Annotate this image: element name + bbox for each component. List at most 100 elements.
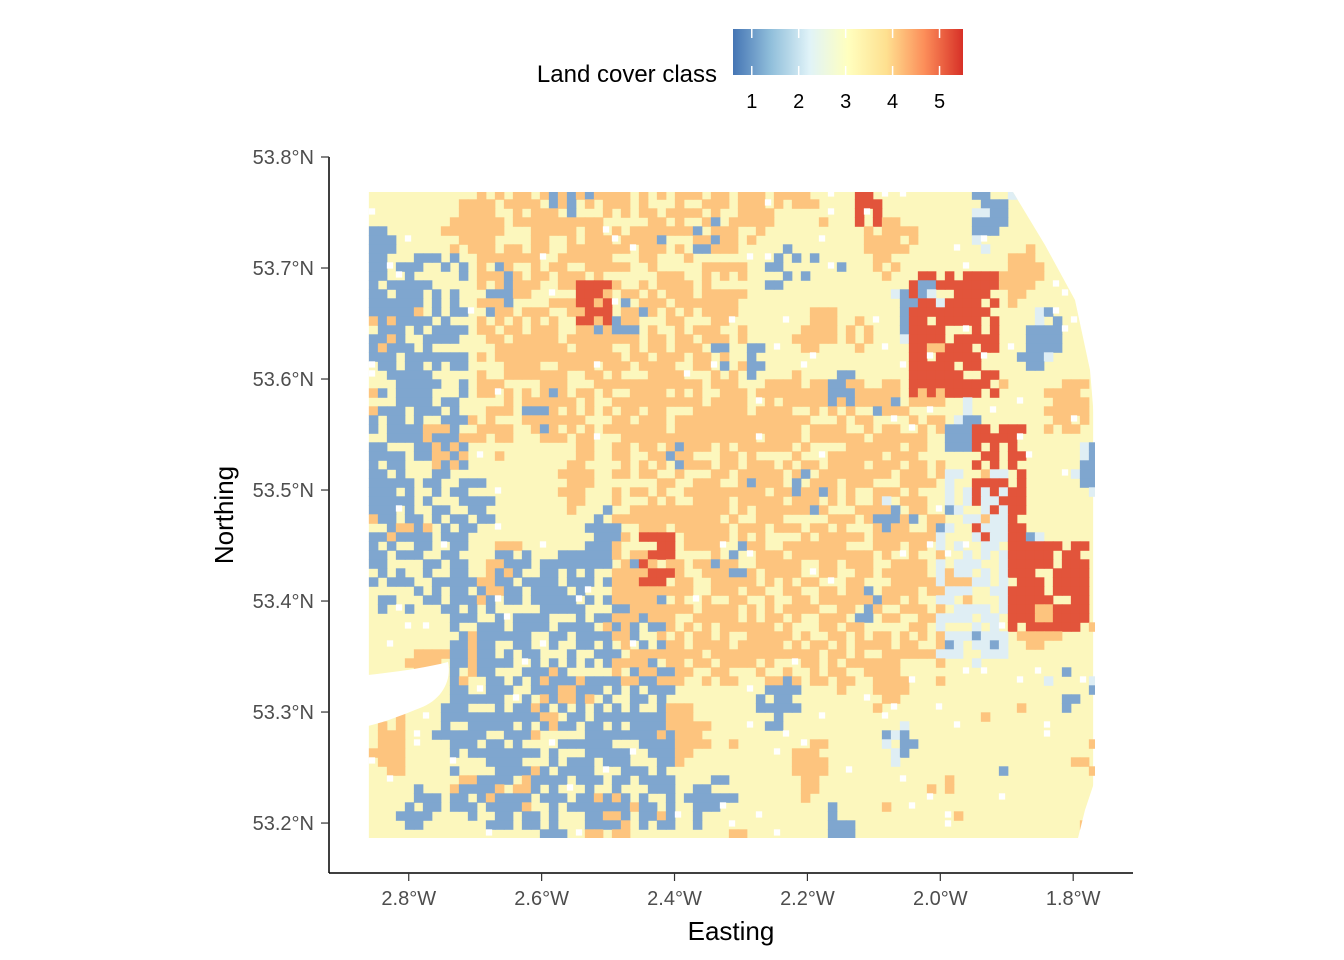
- x-tick-label: 2.6°W: [514, 888, 569, 910]
- raster-cell: [584, 406, 595, 416]
- raster-cell: [1007, 505, 1018, 515]
- raster-cell: [449, 433, 460, 443]
- raster-cell: [431, 478, 442, 488]
- raster-cell: [1025, 325, 1036, 335]
- raster-cell: [863, 235, 874, 245]
- raster-cell: [467, 694, 478, 704]
- raster-cell: [863, 568, 874, 578]
- raster-cell: [719, 192, 730, 200]
- raster-cell: [377, 568, 388, 578]
- raster-cell: [971, 433, 982, 443]
- raster-cell: [710, 577, 721, 587]
- raster-cell: [584, 739, 595, 749]
- raster-cell: [647, 658, 658, 668]
- raster-cell: [908, 649, 919, 659]
- raster-cell: [467, 811, 478, 821]
- raster-cell: [566, 784, 574, 791]
- raster-cell: [899, 721, 910, 731]
- raster-cell: [395, 298, 406, 308]
- raster-cell: [665, 775, 676, 785]
- raster-cell: [746, 208, 757, 218]
- raster-cell: [665, 514, 676, 524]
- raster-cell: [728, 586, 739, 596]
- raster-cell: [683, 460, 694, 470]
- raster-cell: [665, 658, 676, 668]
- raster-cell: [908, 559, 919, 569]
- raster-cell: [656, 631, 667, 641]
- raster-cell: [584, 802, 595, 812]
- raster-cell: [764, 721, 775, 731]
- raster-cell: [917, 577, 928, 587]
- x-tick-label: 2.0°W: [913, 888, 968, 910]
- raster-cell: [602, 505, 613, 515]
- raster-cell: [647, 370, 658, 380]
- raster-cell: [638, 469, 649, 479]
- raster-cell: [773, 415, 784, 425]
- raster-cell: [881, 631, 892, 641]
- raster-cell: [899, 478, 910, 488]
- raster-cell: [899, 334, 910, 344]
- raster-cell: [656, 532, 667, 542]
- raster-cell: [368, 316, 379, 326]
- raster-cell: [575, 631, 586, 641]
- raster-cell: [530, 748, 541, 758]
- raster-cell: [521, 631, 532, 641]
- raster-cell: [395, 406, 406, 416]
- raster-cell: [503, 775, 514, 785]
- raster-cell: [503, 352, 514, 362]
- raster-cell: [935, 307, 946, 317]
- raster-cell: [683, 703, 694, 713]
- raster-cell: [413, 397, 424, 407]
- raster-cell: [1070, 388, 1081, 398]
- raster-cell: [602, 541, 613, 551]
- raster-cell: [485, 217, 496, 227]
- raster-cell: [386, 460, 397, 470]
- raster-cell: [431, 730, 442, 740]
- raster-cell: [413, 424, 424, 434]
- raster-cell: [989, 208, 1000, 218]
- raster-cell: [368, 253, 379, 263]
- raster-cell: [422, 316, 433, 326]
- raster-cell: [665, 784, 676, 794]
- raster-cell: [638, 811, 649, 821]
- raster-cell: [845, 496, 856, 506]
- raster-cell: [818, 469, 829, 479]
- raster-cell: [953, 379, 964, 389]
- raster-cell: [926, 271, 937, 281]
- raster-cell: [656, 541, 667, 551]
- raster-cell: [1025, 622, 1036, 632]
- raster-cell: [881, 694, 892, 704]
- raster-cell: [647, 469, 658, 479]
- raster-cell: [1034, 334, 1045, 344]
- raster-cell: [854, 532, 865, 542]
- raster-cell: [773, 676, 784, 686]
- raster-cell: [665, 370, 676, 380]
- raster-cell: [566, 361, 577, 371]
- raster-cell: [1088, 739, 1095, 749]
- raster-cell: [413, 433, 424, 443]
- raster-cell: [386, 424, 397, 434]
- raster-cell: [476, 253, 487, 263]
- raster-cell: [890, 757, 901, 767]
- raster-cell: [638, 658, 649, 668]
- raster-cell: [962, 379, 973, 389]
- raster-cell: [764, 424, 775, 434]
- raster-cell: [629, 379, 640, 389]
- raster-cell: [701, 568, 712, 578]
- raster-cell: [593, 370, 604, 380]
- raster-cell: [863, 244, 874, 254]
- raster-cell: [611, 703, 622, 713]
- raster-cell: [503, 271, 514, 281]
- raster-cell: [476, 433, 487, 443]
- raster-cell: [845, 577, 856, 587]
- raster-cell: [530, 613, 541, 623]
- raster-cell: [404, 478, 415, 488]
- raster-cell: [683, 343, 694, 353]
- raster-cell: [890, 415, 898, 422]
- raster-cell: [521, 721, 532, 731]
- raster-cell: [1088, 478, 1095, 488]
- raster-cell: [818, 379, 829, 389]
- raster-cell: [701, 604, 712, 614]
- raster-cell: [404, 352, 415, 362]
